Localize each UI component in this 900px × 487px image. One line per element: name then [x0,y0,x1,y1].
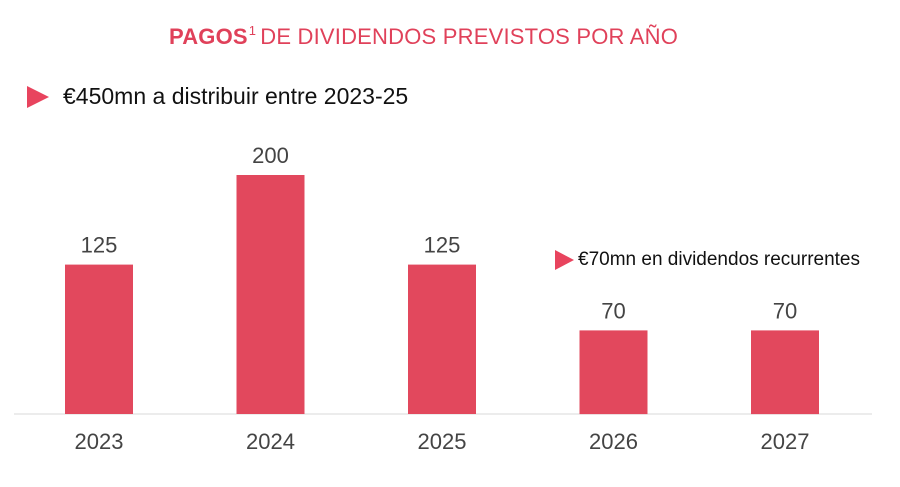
title-footnote-marker: 1 [248,23,257,38]
bars-group [65,175,819,415]
value-label-2025: 125 [424,233,461,258]
total-callout: €450mn a distribuir entre 2023-25 [27,83,408,110]
x-tick-label-2023: 2023 [75,429,124,454]
x-tick-labels-group: 2023 2024 2025 2026 2027 [75,429,810,454]
value-label-2026: 70 [601,298,625,323]
value-label-2027: 70 [773,298,797,323]
bar-2023 [65,264,133,414]
chart-title: PAGOS1 DE DIVIDENDOS PREVISTOS POR AÑO [0,23,847,50]
value-label-2024: 200 [252,143,289,168]
total-callout-text: €450mn a distribuir entre 2023-25 [63,83,409,109]
recurring-callout-text: €70mn en dividendos recurrentes [578,249,861,270]
title-bold: PAGOS [168,24,248,49]
triangle-bullet-icon [555,250,574,270]
title-rest: DE DIVIDENDOS PREVISTOS POR AÑO [260,24,679,49]
x-tick-label-2025: 2025 [418,429,467,454]
value-label-2023: 125 [81,233,118,258]
x-tick-label-2027: 2027 [761,429,810,454]
value-labels-group: 125 200 125 70 70 [81,143,798,323]
bar-2024 [236,175,305,414]
x-tick-label-2026: 2026 [589,429,638,454]
bar-2027 [751,330,819,415]
bar-2025 [408,264,476,414]
bar-2026 [579,330,648,415]
recurring-callout: €70mn en dividendos recurrentes [555,249,860,271]
x-tick-label-2024: 2024 [246,429,295,454]
triangle-bullet-icon [27,85,49,108]
